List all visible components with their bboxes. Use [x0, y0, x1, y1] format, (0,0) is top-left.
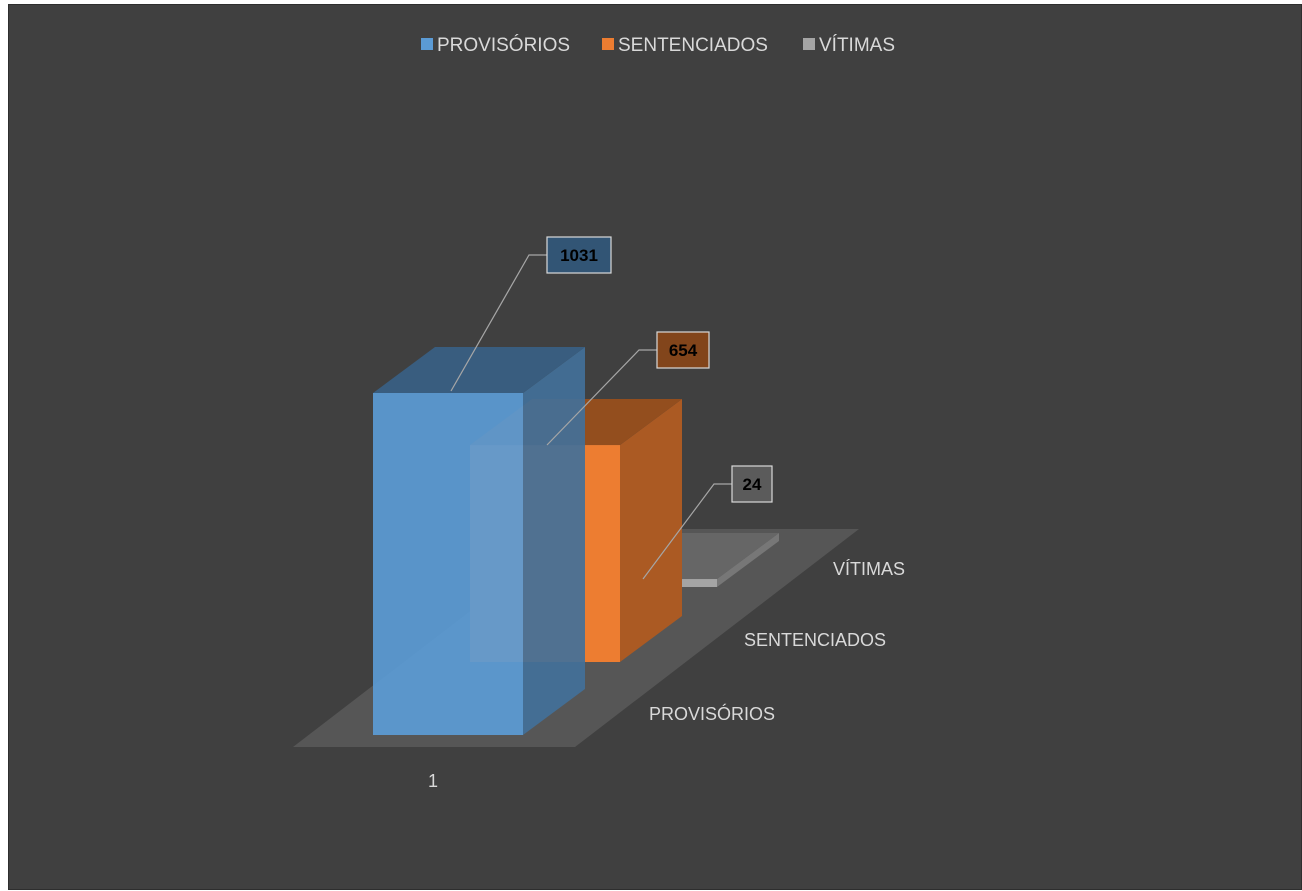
- legend-swatch-vitimas: [803, 38, 815, 50]
- legend-label-provisorios: PROVISÓRIOS: [437, 34, 570, 56]
- data-label-box-sentenciados: [656, 331, 710, 369]
- data-label-provisorios: 1031: [560, 246, 598, 265]
- category-axis-label: 1: [428, 771, 438, 791]
- bar-side-sentenciados: [620, 399, 682, 662]
- bar-provisorios: [373, 347, 585, 735]
- data-label-box-vitimas: [731, 465, 773, 503]
- legend-label-vitimas: VÍTIMAS: [819, 35, 895, 56]
- legend: PROVISÓRIOS SENTENCIADOS VÍTIMAS: [421, 34, 895, 56]
- depth-axis-label-sentenciados: SENTENCIADOS: [744, 630, 886, 650]
- data-labels-group: 1031 654 24: [450, 236, 773, 580]
- chart-svg: PROVISÓRIOS SENTENCIADOS VÍTIMAS 1031 654…: [293, 34, 905, 791]
- bar-front-provisorios: [373, 393, 523, 735]
- leader-line-sentenciados: [546, 349, 657, 446]
- legend-swatch-sentenciados: [602, 38, 614, 50]
- legend-swatch-provisorios: [421, 38, 433, 50]
- chart-area: PROVISÓRIOS SENTENCIADOS VÍTIMAS 1031 654…: [8, 4, 1302, 890]
- depth-axis-label-vitimas: VÍTIMAS: [833, 559, 905, 579]
- data-label-vitimas: 24: [743, 475, 762, 494]
- leader-line-vitimas: [642, 483, 732, 580]
- depth-axis-label-provisorios: PROVISÓRIOS: [649, 703, 775, 724]
- bar-side-provisorios: [523, 347, 585, 735]
- legend-label-sentenciados: SENTENCIADOS: [618, 35, 768, 56]
- bar-side-vitimas: [717, 533, 779, 587]
- bar-top-provisorios: [373, 347, 585, 393]
- data-label-box-provisorios: [546, 236, 612, 274]
- bars-group: [373, 347, 779, 735]
- data-label-sentenciados: 654: [669, 341, 698, 360]
- leader-line-provisorios: [450, 254, 547, 392]
